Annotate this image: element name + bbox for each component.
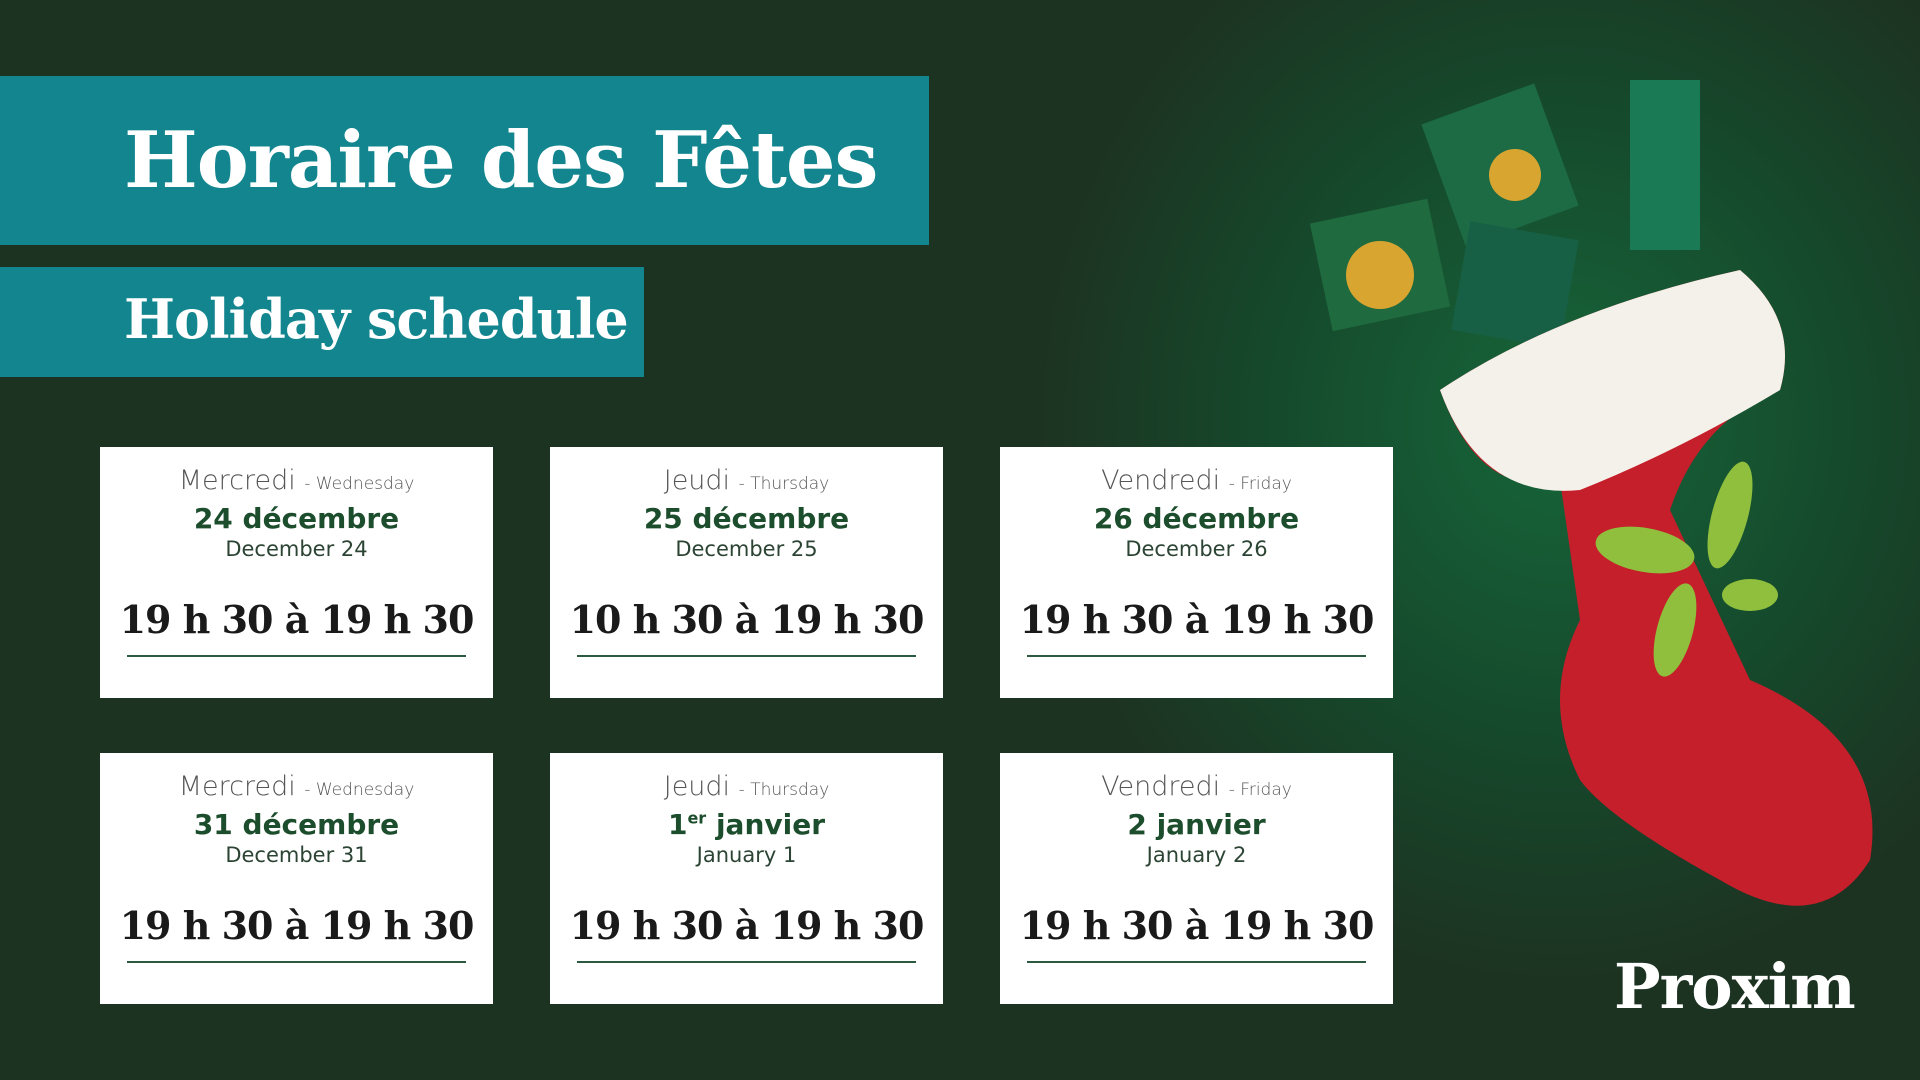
day-fr: Vendredi	[1101, 771, 1221, 802]
logo: Proxim	[1614, 950, 1856, 1023]
date-fr: 24 décembre	[193, 502, 400, 535]
date-en: December 31	[225, 843, 368, 867]
day-en: - Friday	[1228, 780, 1292, 800]
hours: 19 h 30 à 19 h 30	[119, 597, 475, 642]
day-en: - Wednesday	[304, 474, 415, 494]
date: 24 décembre	[100, 502, 493, 535]
date: 25 décembre	[550, 502, 943, 535]
day: Jeudi - Thursday	[550, 771, 943, 802]
schedule-card: Mercredi - Wednesday 31 décembre December …	[100, 753, 493, 1004]
divider	[1027, 961, 1366, 963]
date-fr: 31 décembre	[193, 808, 400, 841]
date-rest: janvier	[715, 808, 826, 841]
date-fr: 2 janvier	[1127, 808, 1266, 841]
hours: 19 h 30 à 19 h 30	[1019, 597, 1375, 642]
stocking-illustration	[1309, 80, 1873, 906]
day: Vendredi - Friday	[1000, 465, 1393, 496]
day-fr: Jeudi	[663, 771, 731, 802]
date: 31 décembre	[100, 808, 493, 841]
day-fr: Vendredi	[1101, 465, 1221, 496]
day: Vendredi - Friday	[1000, 771, 1393, 802]
day-fr: Jeudi	[663, 465, 731, 496]
day: Mercredi - Wednesday	[100, 771, 493, 802]
divider	[1027, 655, 1366, 657]
day-fr: Mercredi	[178, 465, 296, 496]
day-en: - Thursday	[738, 780, 830, 800]
divider	[127, 961, 466, 963]
day: Mercredi - Wednesday	[100, 465, 493, 496]
hours: 19 h 30 à 19 h 30	[1019, 903, 1375, 948]
date-en: December 25	[675, 537, 818, 561]
divider	[127, 655, 466, 657]
date-en: December 24	[225, 537, 368, 561]
hours: 19 h 30 à 19 h 30	[569, 903, 925, 948]
divider	[577, 655, 916, 657]
date-en: January 2	[1146, 843, 1247, 867]
hours: 19 h 30 à 19 h 30	[119, 903, 475, 948]
date-fr: 1	[667, 808, 688, 841]
schedule-card: Mercredi - Wednesday 24 décembre December …	[100, 447, 493, 698]
divider	[577, 961, 916, 963]
date-en: January 1	[696, 843, 797, 867]
date: 26 décembre	[1000, 502, 1393, 535]
date: 1er janvier	[550, 808, 943, 841]
date-en: December 26	[1125, 537, 1268, 561]
title-banner: Horaire des Fêtes	[0, 76, 929, 245]
schedule-card: Vendredi - Friday 26 décembre December 26 1…	[1000, 447, 1393, 698]
day-en: - Wednesday	[304, 780, 415, 800]
date-fr: 25 décembre	[643, 502, 850, 535]
subtitle-banner: Holiday schedule	[0, 267, 644, 377]
day-fr: Mercredi	[178, 771, 296, 802]
date-fr: 26 décembre	[1093, 502, 1300, 535]
day-en: - Friday	[1228, 474, 1292, 494]
schedule-card: Vendredi - Friday 2 janvier January 2 19 h …	[1000, 753, 1393, 1004]
date-sup: er	[687, 808, 707, 828]
date: 2 janvier	[1000, 808, 1393, 841]
day: Jeudi - Thursday	[550, 465, 943, 496]
schedule-card: Jeudi - Thursday 1er janvier January 1 19 h…	[550, 753, 943, 1004]
day-en: - Thursday	[738, 474, 830, 494]
hours: 10 h 30 à 19 h 30	[569, 597, 925, 642]
schedule-card: Jeudi - Thursday 25 décembre December 25 10…	[550, 447, 943, 698]
